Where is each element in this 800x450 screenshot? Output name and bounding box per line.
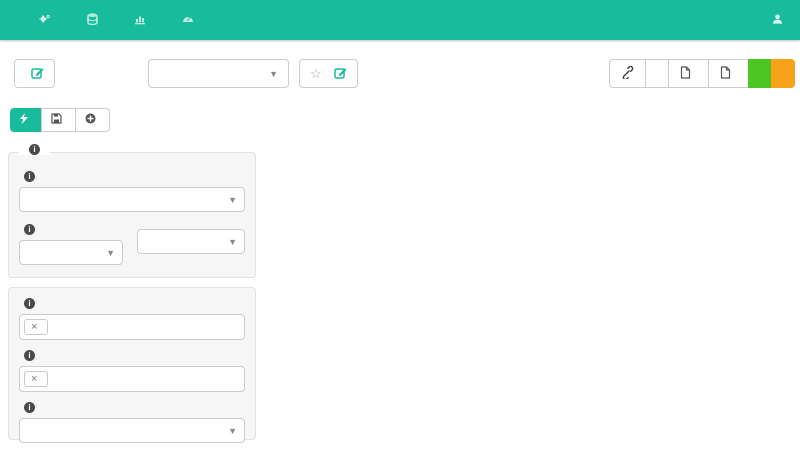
info-icon[interactable]: i [29,144,40,155]
file-icon [720,65,731,82]
nav-item-sources[interactable] [87,12,104,28]
edit-icon[interactable] [333,66,347,82]
metric-chip[interactable]: × [24,319,49,335]
info-icon[interactable]: i [24,402,35,413]
tab-query[interactable] [10,108,42,132]
metrics-input[interactable]: × [19,314,245,340]
time-section-panel: i i ▼ i ▼ [8,144,256,278]
main-nav [38,12,200,28]
time-column-label: i [19,171,245,182]
link-icon [621,65,634,82]
dashboard-icon [182,13,194,28]
save-icon [51,113,62,127]
since-select[interactable]: ▼ [19,240,123,265]
series-limit-label: i [19,402,245,413]
groupby-label: i [19,350,245,361]
run-query-button[interactable] [771,59,795,88]
query-section-panel: i × i × i [8,287,256,443]
star-icon[interactable]: ☆ [310,65,322,81]
viz-type-select[interactable]: ▼ [148,59,289,88]
save-tabs [10,108,110,132]
series-limit-select[interactable]: ▼ [19,418,245,443]
cogs-icon [38,13,51,28]
export-csv-button[interactable] [708,59,749,88]
line-chart-svg [280,200,800,450]
metrics-label: i [19,298,245,309]
info-icon[interactable]: i [24,224,35,235]
plus-circle-icon [85,113,96,127]
chevron-down-icon: ▼ [106,247,115,258]
user-icon [772,13,783,28]
groupby-chip[interactable]: × [24,371,49,387]
edit-icon[interactable] [31,66,44,82]
until-select[interactable]: ▼ [137,229,245,254]
timer-badge [748,59,772,88]
nav-item-dashboards[interactable] [182,13,200,28]
info-icon[interactable]: i [24,298,35,309]
chevron-down-icon: ▼ [228,194,237,205]
actions-button-group [609,59,795,88]
user-menu[interactable] [772,13,788,28]
file-icon [680,65,691,82]
database-icon [87,12,98,28]
chevron-down-icon: ▼ [228,425,237,436]
chevron-down-icon: ▼ [228,236,237,247]
datasource-button[interactable] [14,59,55,88]
remove-icon[interactable]: × [31,373,38,385]
groupby-input[interactable]: × [19,366,245,392]
info-icon[interactable]: i [24,350,35,361]
info-icon[interactable]: i [24,171,35,182]
top-navbar [0,0,800,40]
since-label: i [19,224,123,235]
export-json-button[interactable] [668,59,709,88]
time-column-select[interactable]: ▼ [19,187,245,212]
slice-name-button[interactable]: ☆ [299,59,358,88]
chevron-down-icon: ▼ [269,68,278,79]
bar-chart-icon [134,13,146,28]
nav-item-security[interactable] [38,13,57,28]
nav-item-slices[interactable] [134,13,152,28]
time-section-legend: i [19,144,50,155]
tab-save-as[interactable] [75,108,110,132]
share-link-button[interactable] [609,59,646,88]
remove-icon[interactable]: × [31,321,38,333]
bolt-icon [20,113,28,127]
tab-overwrite[interactable] [41,108,76,132]
view-query-button[interactable] [645,59,669,88]
